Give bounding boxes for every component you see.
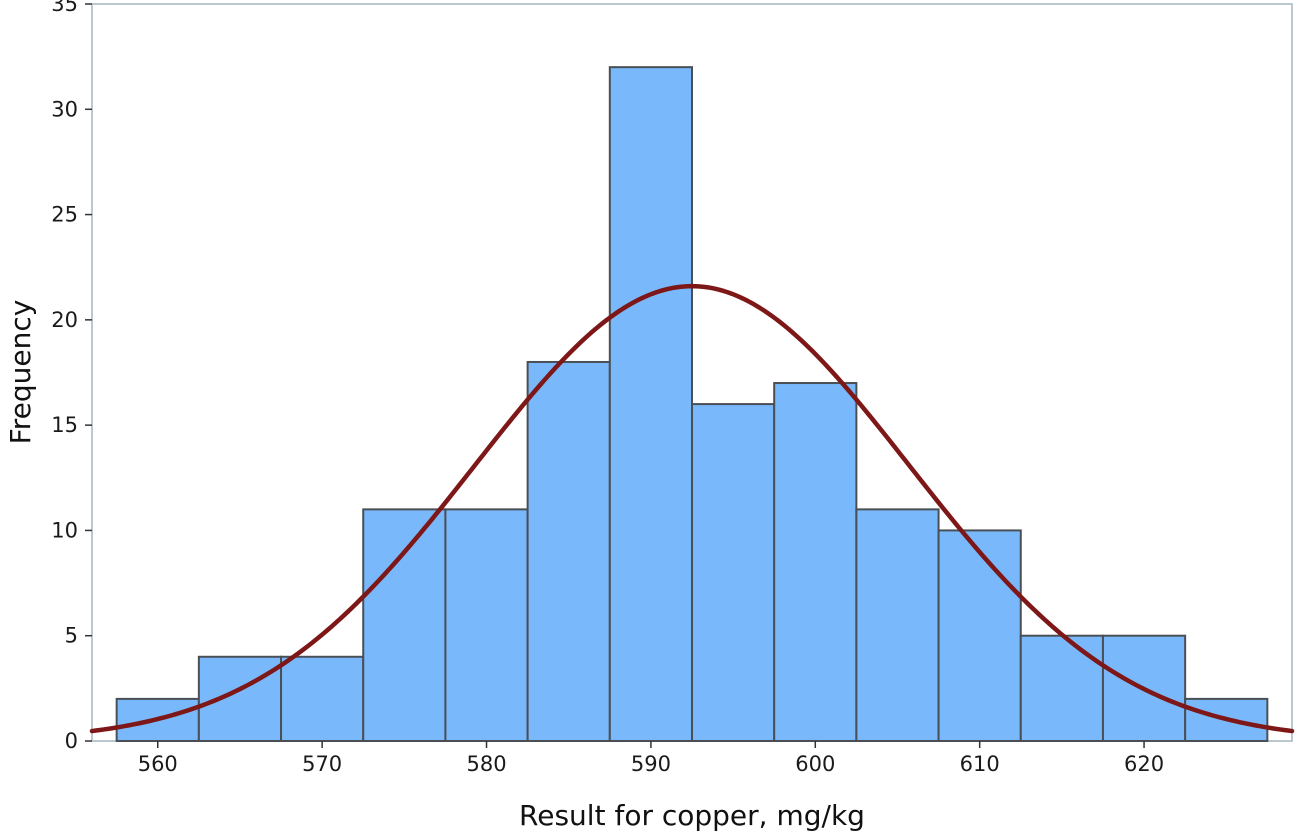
y-axis-ticks: 0 5 10 15 20 25 30 35	[51, 0, 92, 753]
histogram-bar-4	[444, 508, 529, 742]
y-tick-label-15: 15	[51, 413, 78, 437]
histogram-bar-6	[608, 66, 693, 743]
histogram-bar-8	[773, 382, 858, 742]
x-tick-label-580: 580	[466, 752, 506, 776]
x-tick-label-570: 570	[302, 752, 342, 776]
y-tick-label-0: 0	[65, 729, 78, 753]
histogram-bar-1	[197, 655, 283, 743]
histogram-bar-2	[280, 655, 365, 743]
x-tick-label-600: 600	[795, 752, 835, 776]
y-tick-label-25: 25	[51, 203, 78, 227]
histogram-bar-5	[526, 360, 611, 742]
bar-group	[115, 66, 1269, 743]
y-tick-label-10: 10	[51, 518, 78, 542]
normal-fit-curve	[89, 283, 1295, 734]
histogram-bar-10	[937, 529, 1022, 742]
y-axis-title: Frequency	[4, 300, 37, 445]
x-axis-ticks: 560 570 580 590 600 610 620	[138, 741, 1164, 776]
histogram-bar-7	[691, 403, 776, 742]
x-axis-title: Result for copper, mg/kg	[519, 799, 865, 832]
y-tick-label-30: 30	[51, 97, 78, 121]
y-tick-label-20: 20	[51, 308, 78, 332]
y-tick-label-35: 35	[51, 0, 78, 16]
x-tick-label-590: 590	[631, 752, 671, 776]
x-tick-label-620: 620	[1124, 752, 1164, 776]
histogram-bar-9	[855, 508, 940, 742]
x-tick-label-610: 610	[960, 752, 1000, 776]
y-tick-label-5: 5	[65, 624, 78, 648]
histogram-bar-11	[1019, 634, 1104, 743]
x-tick-label-560: 560	[138, 752, 178, 776]
histogram-bar-3	[362, 508, 447, 742]
